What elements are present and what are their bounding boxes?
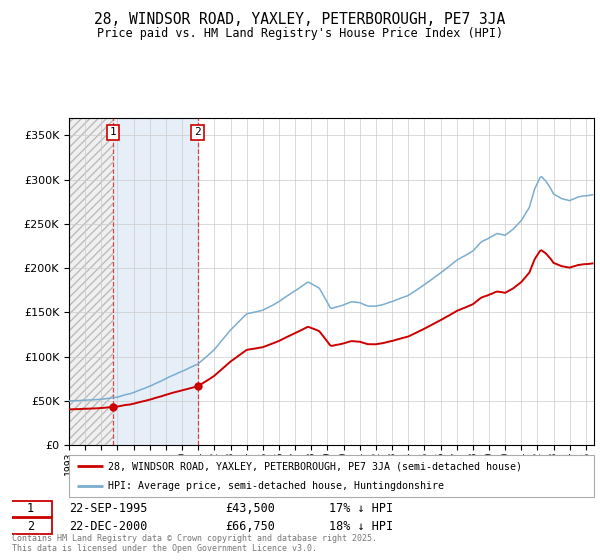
Text: 22-SEP-1995: 22-SEP-1995	[70, 502, 148, 515]
Text: £43,500: £43,500	[225, 502, 275, 515]
Text: 2: 2	[194, 127, 201, 137]
Bar	[69, 118, 113, 445]
Text: This data is licensed under the Open Government Licence v3.0.: This data is licensed under the Open Gov…	[12, 544, 317, 553]
FancyBboxPatch shape	[69, 455, 594, 497]
FancyBboxPatch shape	[9, 501, 52, 517]
Bar	[113, 118, 197, 445]
Text: 22-DEC-2000: 22-DEC-2000	[70, 520, 148, 533]
Text: £66,750: £66,750	[225, 520, 275, 533]
Text: 28, WINDSOR ROAD, YAXLEY, PETERBOROUGH, PE7 3JA (semi-detached house): 28, WINDSOR ROAD, YAXLEY, PETERBOROUGH, …	[109, 461, 523, 472]
Bar	[69, 118, 113, 445]
Text: 17% ↓ HPI: 17% ↓ HPI	[329, 502, 393, 515]
FancyBboxPatch shape	[9, 518, 52, 534]
Text: 1: 1	[27, 502, 34, 515]
Text: 18% ↓ HPI: 18% ↓ HPI	[329, 520, 393, 533]
Text: Price paid vs. HM Land Registry's House Price Index (HPI): Price paid vs. HM Land Registry's House …	[97, 27, 503, 40]
Text: HPI: Average price, semi-detached house, Huntingdonshire: HPI: Average price, semi-detached house,…	[109, 481, 445, 491]
Text: 1: 1	[109, 127, 116, 137]
Text: 28, WINDSOR ROAD, YAXLEY, PETERBOROUGH, PE7 3JA: 28, WINDSOR ROAD, YAXLEY, PETERBOROUGH, …	[94, 12, 506, 27]
Text: Contains HM Land Registry data © Crown copyright and database right 2025.: Contains HM Land Registry data © Crown c…	[12, 534, 377, 543]
Text: 2: 2	[27, 520, 34, 533]
